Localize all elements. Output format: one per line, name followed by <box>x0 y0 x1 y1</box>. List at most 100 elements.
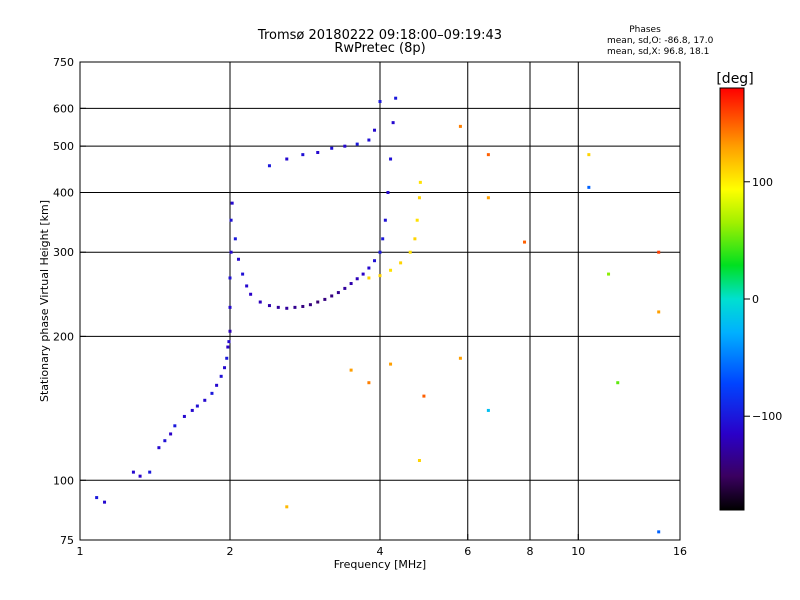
data-point <box>389 157 393 161</box>
colorbar-tick-label: 0 <box>752 293 759 306</box>
y-tick-label: 500 <box>53 140 74 153</box>
data-point <box>415 218 419 222</box>
data-point <box>373 259 377 263</box>
data-point <box>587 153 591 157</box>
data-point <box>245 284 249 288</box>
data-point <box>657 530 661 534</box>
data-point <box>285 306 289 310</box>
data-point <box>607 272 611 276</box>
data-point <box>367 266 371 270</box>
data-point <box>241 272 245 276</box>
data-point <box>616 381 620 385</box>
y-tick-label: 200 <box>53 330 74 343</box>
data-point <box>378 100 382 104</box>
data-point <box>422 394 426 398</box>
data-point <box>389 362 393 366</box>
data-point <box>367 381 371 385</box>
phases-x: mean, sd,X: 96.8, 18.1 <box>607 47 709 57</box>
data-point <box>349 368 353 372</box>
data-point <box>391 121 395 125</box>
data-point <box>381 237 385 241</box>
y-axis-label: Stationary phase Virtual Height [km] <box>38 200 51 402</box>
data-point <box>169 432 173 436</box>
data-point <box>343 144 347 148</box>
data-point <box>355 142 359 146</box>
data-point <box>343 286 347 290</box>
data-point <box>336 291 340 295</box>
data-point <box>330 146 334 150</box>
colorbar-tick-label: −100 <box>752 410 782 423</box>
data-point <box>157 446 161 450</box>
data-point <box>418 180 422 184</box>
data-point <box>417 196 421 200</box>
data-point <box>316 300 320 304</box>
data-point <box>219 374 223 378</box>
data-point <box>276 305 280 309</box>
data-point <box>293 305 297 309</box>
data-point <box>386 190 390 194</box>
data-point <box>229 250 233 254</box>
colorbar-unit: [deg] <box>716 71 753 87</box>
data-point <box>203 398 207 402</box>
data-point <box>95 496 99 500</box>
data-point <box>233 237 237 241</box>
data-point <box>399 261 403 265</box>
data-point <box>210 391 214 395</box>
data-point <box>223 366 227 370</box>
data-point <box>330 294 334 298</box>
data-point <box>225 356 229 360</box>
data-point <box>301 153 305 157</box>
x-tick-label: 8 <box>527 545 534 558</box>
y-tick-label: 400 <box>53 186 74 199</box>
data-point <box>138 474 142 478</box>
data-point <box>308 303 312 307</box>
data-point <box>378 250 382 254</box>
data-point <box>195 404 199 408</box>
data-point <box>355 277 359 281</box>
data-point <box>367 138 371 142</box>
data-point <box>383 218 387 222</box>
data-point <box>226 345 230 349</box>
data-point <box>316 150 320 154</box>
data-point <box>486 408 490 412</box>
data-point <box>389 268 393 272</box>
data-point <box>148 470 152 474</box>
y-tick-label: 600 <box>53 102 74 115</box>
data-point <box>361 272 365 276</box>
data-point <box>323 297 327 301</box>
data-point <box>301 304 305 308</box>
data-point <box>267 164 271 168</box>
grid-lines <box>80 62 680 540</box>
x-tick-label: 16 <box>673 545 687 558</box>
data-point <box>458 124 462 128</box>
data-point <box>349 282 353 286</box>
data-point <box>657 310 661 314</box>
data-point <box>249 292 253 296</box>
x-tick-label: 10 <box>571 545 585 558</box>
data-point <box>486 153 490 157</box>
data-point <box>458 356 462 360</box>
phases-o: mean, sd,O: -86.8, 17.0 <box>607 36 714 46</box>
data-point <box>657 250 661 254</box>
data-point <box>103 500 107 504</box>
y-axis-ticks: 75 100 200 300 400 500 600 750 <box>53 56 86 547</box>
y-tick-label: 75 <box>60 534 74 547</box>
data-point <box>285 157 289 161</box>
data-point <box>413 237 417 241</box>
data-point <box>163 439 167 443</box>
data-point <box>417 458 421 462</box>
data-point <box>373 128 377 132</box>
data-point <box>131 470 135 474</box>
data-point <box>215 383 219 387</box>
data-point <box>523 240 527 244</box>
data-point <box>285 505 289 509</box>
chart-subtitle: RwPretec (8p) <box>334 41 425 56</box>
data-point <box>182 414 186 418</box>
data-points <box>95 96 661 534</box>
data-point <box>236 257 240 261</box>
chart-title: Tromsø 20180222 09:18:00–09:19:43 <box>257 28 502 43</box>
data-point <box>378 274 382 278</box>
colorbar-ticks: 100 0 −100 <box>744 176 782 423</box>
data-point <box>230 201 234 205</box>
